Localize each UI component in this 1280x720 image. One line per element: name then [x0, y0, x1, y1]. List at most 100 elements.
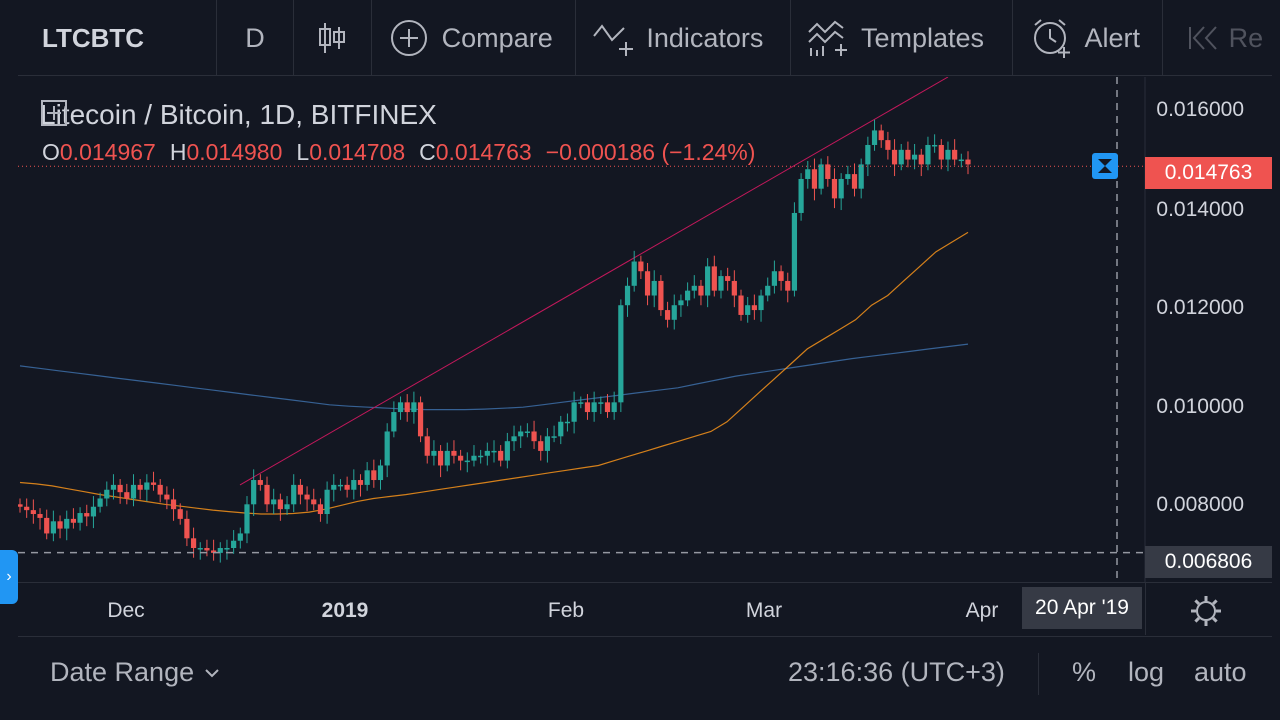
crosshair-date-label: 20 Apr '19: [1022, 587, 1142, 629]
candle-body: [865, 145, 870, 164]
candle-body: [905, 150, 910, 160]
symbol-search-button[interactable]: LTCBTC: [18, 0, 217, 76]
candle-body: [498, 451, 503, 461]
candle-body: [431, 451, 436, 456]
candle-body: [698, 286, 703, 296]
chevron-down-icon: [204, 668, 220, 678]
candle-body: [765, 286, 770, 296]
candle-body: [284, 504, 289, 509]
candle-body: [738, 296, 743, 315]
candle-body: [411, 402, 416, 412]
candle-body: [64, 519, 69, 529]
hourglass-icon: [1092, 153, 1118, 179]
candle-body: [718, 276, 723, 291]
date-range-button[interactable]: Date Range: [50, 657, 220, 688]
candle-body: [745, 305, 750, 315]
candle-body: [358, 480, 363, 485]
high-label: H: [170, 139, 187, 165]
candle-body: [278, 499, 283, 509]
candle-body: [451, 451, 456, 456]
candle-body: [18, 504, 23, 506]
candle-body: [732, 281, 737, 296]
candle-body: [859, 164, 864, 188]
candle-body: [872, 130, 877, 145]
price-tick: 0.014000: [1156, 198, 1244, 222]
alarm-clock-icon: [1031, 17, 1073, 59]
clock-timezone-button[interactable]: 23:16:36 (UTC+3): [788, 657, 1005, 688]
interval-button[interactable]: D: [217, 0, 294, 76]
candle-body: [778, 271, 783, 281]
candle-body: [892, 150, 897, 165]
candle-body: [792, 213, 797, 291]
candle-body: [959, 160, 964, 162]
candle-body: [131, 485, 136, 499]
candle-body: [585, 402, 590, 412]
candle-body: [925, 145, 930, 164]
interval-label: D: [245, 23, 265, 54]
candle-body: [965, 160, 970, 165]
axis-divider: [1145, 583, 1146, 635]
indicators-button[interactable]: Indicators: [576, 0, 791, 76]
candle-body: [839, 179, 844, 198]
chart-pane[interactable]: Litecoin / Bitcoin, 1D, BITFINEX O0.0149…: [18, 77, 1272, 634]
candle-body: [899, 150, 904, 165]
candle-body: [632, 262, 637, 286]
candle-body: [705, 266, 710, 295]
candle-body: [939, 145, 944, 160]
candle-body: [71, 519, 76, 523]
close-value: 0.014763: [436, 139, 532, 165]
replay-button[interactable]: Re: [1163, 0, 1272, 76]
candle-body: [852, 174, 857, 189]
candle-body: [44, 518, 49, 534]
candle-body: [652, 281, 657, 296]
candle-body: [291, 485, 296, 504]
candle-body: [665, 310, 670, 320]
gear-icon[interactable]: [1188, 593, 1224, 629]
candle-body: [485, 451, 490, 456]
alert-button[interactable]: Alert: [1013, 0, 1163, 76]
candle-body: [351, 480, 356, 490]
candle-body: [625, 286, 630, 305]
date-range-label: Date Range: [50, 657, 194, 688]
candle-body: [692, 286, 697, 291]
plus-circle-icon: [390, 19, 428, 57]
percent-scale-button[interactable]: %: [1072, 657, 1096, 688]
price-tick: 0.008000: [1156, 493, 1244, 517]
candle-body: [178, 509, 183, 519]
candle-body: [685, 291, 690, 301]
alert-marker[interactable]: [1092, 153, 1118, 179]
candle-body: [658, 281, 663, 310]
candle-body: [331, 485, 336, 490]
log-scale-button[interactable]: log: [1128, 657, 1164, 688]
candle-body: [678, 300, 683, 305]
low-value: 0.014708: [309, 139, 405, 165]
candle-body: [471, 456, 476, 461]
candle-body: [378, 465, 383, 480]
candle-body: [618, 305, 623, 402]
candle-body: [785, 281, 790, 291]
candle-body: [518, 431, 523, 436]
chart-window: LTCBTC D Compare: [18, 0, 1272, 712]
sidebar-toggle[interactable]: ›: [0, 550, 18, 604]
candle-body: [525, 431, 530, 433]
templates-button[interactable]: Templates: [791, 0, 1013, 76]
candle-body: [311, 499, 316, 504]
candle-body: [725, 276, 730, 281]
crosshair-price-label: 0.006806: [1145, 546, 1272, 578]
auto-scale-button[interactable]: auto: [1194, 657, 1247, 688]
collapse-legend-icon[interactable]: [40, 99, 68, 127]
price-tick: 0.010000: [1156, 395, 1244, 419]
candle-body: [158, 485, 163, 495]
chart-style-button[interactable]: [294, 0, 371, 76]
candle-body: [805, 169, 810, 179]
alert-label: Alert: [1085, 23, 1141, 54]
candle-body: [405, 402, 410, 412]
symbol-title: Litecoin / Bitcoin, 1D, BITFINEX: [40, 99, 437, 131]
candle-body: [37, 514, 42, 518]
open-value: 0.014967: [60, 139, 156, 165]
time-label: Mar: [746, 599, 782, 623]
compare-button[interactable]: Compare: [372, 0, 577, 76]
candle-body: [919, 155, 924, 165]
time-axis[interactable]: Dec 2019 Feb Mar Apr 20 Apr '19: [18, 582, 1272, 634]
time-label: 2019: [322, 599, 369, 623]
